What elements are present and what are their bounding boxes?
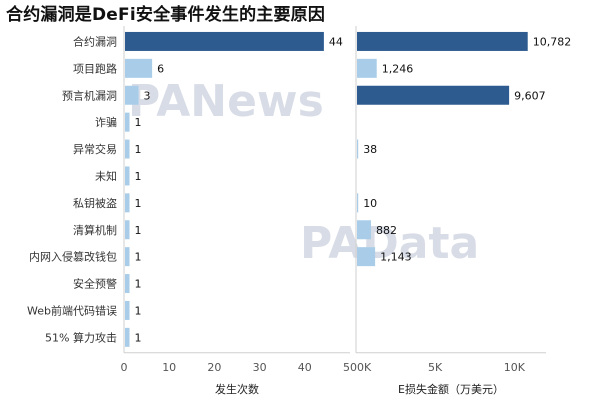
panel-0-bar-8 [125, 247, 130, 267]
category-label-4: 异常交易 [73, 142, 117, 156]
panel-0-value-label-9: 1 [135, 278, 142, 291]
panel-1-value-label-4: 38 [363, 143, 377, 156]
panel-1-value-label-6: 10 [363, 197, 377, 210]
watermark-text-1: PANews [128, 76, 324, 127]
category-label-11: 51% 算力攻击 [45, 330, 117, 344]
panel-0-value-label-7: 1 [135, 224, 142, 237]
panel-1-tick-label-0: 0K [357, 361, 372, 374]
panel-1-tick-label-1: 5K [428, 361, 443, 374]
panel-1-bar-1 [357, 58, 377, 78]
category-label-6: 私钥被盗 [73, 196, 117, 210]
panel-1-bar-2 [357, 85, 510, 105]
panel-0-bar-6 [125, 193, 130, 213]
panel-0-bar-0 [125, 31, 324, 51]
panel-0-value-label-10: 1 [135, 304, 142, 317]
panel-0-bar-9 [125, 274, 130, 294]
panel-0-bar-4 [125, 139, 130, 159]
panel-0-bar-2 [125, 85, 139, 105]
panel-0-bar-5 [125, 166, 130, 186]
panel-0-tick-label-0: 0 [121, 361, 128, 374]
panel-1-bar-4 [357, 139, 359, 159]
panel-1-axis-title: E损失金额（万美元） [398, 382, 504, 396]
panel-1-value-label-8: 1,143 [380, 251, 412, 264]
category-label-0: 合约漏洞 [73, 34, 117, 48]
category-label-3: 诈骗 [95, 115, 117, 129]
category-label-2: 预言机漏洞 [62, 88, 117, 102]
chart-title: 合约漏洞是DeFi安全事件发生的主要原因 [6, 5, 326, 25]
panel-1-tick-label-2: 10K [504, 361, 526, 374]
panel-0-value-label-4: 1 [135, 143, 142, 156]
panel-0-value-label-5: 1 [135, 170, 142, 183]
panel-0-value-label-3: 1 [135, 116, 142, 129]
panel-0-value-label-1: 6 [157, 62, 164, 75]
panel-0-tick-label-4: 40 [298, 361, 312, 374]
panel-0-value-label-11: 1 [135, 331, 142, 344]
watermark-text-2: PAData [300, 218, 479, 269]
panel-0-bar-10 [125, 300, 130, 320]
category-label-9: 安全预警 [73, 277, 117, 291]
panel-0-axis-title: 发生次数 [215, 382, 259, 396]
panel-1-value-label-0: 10,782 [533, 35, 572, 48]
panel-0-bar-7 [125, 220, 130, 240]
panel-0-tick-label-3: 30 [253, 361, 267, 374]
panel-1-value-label-1: 1,246 [382, 62, 414, 75]
panel-0-tick-label-2: 20 [207, 361, 221, 374]
category-label-1: 项目跑路 [73, 61, 117, 75]
panel-0-tick-label-1: 10 [162, 361, 176, 374]
panel-0-bar-3 [125, 112, 130, 132]
category-label-7: 清算机制 [73, 223, 117, 237]
panel-1-value-label-2: 9,607 [514, 89, 546, 102]
panel-0-value-label-8: 1 [135, 251, 142, 264]
panel-0-value-label-6: 1 [135, 197, 142, 210]
panel-1-value-label-7: 882 [376, 224, 397, 237]
panel-0-bar-11 [125, 327, 130, 347]
category-label-10: Web前端代码错误 [27, 303, 117, 317]
panel-1-bar-0 [357, 31, 528, 51]
panel-1-bar-6 [357, 193, 359, 213]
panel-0-tick-label-5: 50 [343, 361, 357, 374]
panel-0-value-label-0: 44 [329, 35, 343, 48]
panel-0-bar-1 [125, 58, 153, 78]
category-label-8: 内网入侵篡改钱包 [29, 250, 117, 264]
panel-1-bar-7 [357, 220, 371, 240]
panel-0-value-label-2: 3 [144, 89, 151, 102]
panel-1-bar-8 [357, 247, 376, 267]
category-label-5: 未知 [95, 169, 117, 183]
